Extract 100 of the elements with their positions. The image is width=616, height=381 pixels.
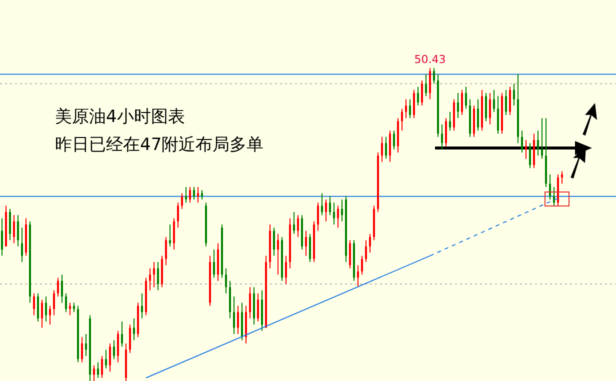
candlestick bbox=[149, 268, 151, 291]
candlestick bbox=[285, 255, 287, 284]
candlestick bbox=[421, 80, 423, 106]
candlestick bbox=[337, 205, 339, 228]
candlestick bbox=[173, 218, 175, 250]
candlestick bbox=[109, 342, 111, 372]
candlestick bbox=[73, 302, 75, 313]
candlestick bbox=[129, 324, 131, 354]
candlestick bbox=[33, 292, 35, 316]
candlestick bbox=[425, 74, 427, 97]
candlestick bbox=[497, 96, 499, 134]
candlestick bbox=[93, 364, 95, 381]
candlestick bbox=[393, 130, 395, 150]
candlestick bbox=[177, 202, 179, 228]
candlestick bbox=[317, 202, 319, 232]
candlestick bbox=[325, 198, 327, 222]
candlestick bbox=[489, 92, 491, 125]
candlestick bbox=[117, 330, 119, 363]
candlestick bbox=[441, 124, 443, 150]
candlestick bbox=[405, 98, 407, 119]
candlestick bbox=[101, 355, 103, 378]
candlestick bbox=[349, 240, 351, 269]
candlestick bbox=[257, 292, 259, 322]
candlestick bbox=[401, 108, 403, 132]
candlestick bbox=[433, 68, 435, 84]
candlestick bbox=[273, 227, 275, 256]
annotation: 美原油4小时图表 bbox=[55, 107, 185, 127]
candlestick bbox=[189, 186, 191, 204]
candlestick bbox=[85, 334, 87, 356]
candlestick bbox=[297, 214, 299, 238]
candlestick bbox=[105, 349, 107, 369]
candlestick bbox=[41, 299, 43, 328]
candlestick bbox=[341, 198, 343, 222]
candlestick bbox=[321, 192, 323, 216]
candlestick bbox=[81, 336, 83, 363]
candlestick bbox=[445, 118, 447, 147]
candlestick bbox=[277, 233, 279, 276]
candlestick bbox=[477, 98, 479, 132]
candlestick bbox=[485, 92, 487, 122]
candlestick bbox=[153, 262, 155, 288]
candlestick bbox=[17, 214, 19, 247]
candlestick bbox=[329, 196, 331, 216]
candlestick bbox=[9, 208, 11, 241]
candlestick bbox=[213, 249, 215, 278]
candlestick bbox=[53, 290, 55, 316]
candlestick bbox=[233, 296, 235, 335]
candlestick bbox=[449, 111, 451, 132]
candlestick bbox=[61, 274, 63, 304]
candlestick bbox=[185, 186, 187, 204]
text: 50.43 bbox=[414, 53, 446, 66]
candlestick bbox=[197, 186, 199, 204]
candlestick bbox=[529, 142, 531, 169]
candlestick bbox=[225, 268, 227, 294]
candlestick bbox=[165, 236, 167, 266]
candlestick bbox=[121, 321, 123, 348]
candlestick bbox=[549, 174, 551, 200]
candlestick bbox=[309, 233, 311, 263]
candlestick bbox=[413, 89, 415, 119]
candlestick bbox=[357, 264, 359, 288]
candlestick bbox=[509, 86, 511, 116]
candlestick bbox=[561, 170, 563, 184]
candlestick bbox=[513, 83, 515, 106]
candlestick bbox=[461, 89, 463, 116]
candlestick bbox=[381, 136, 383, 162]
candlestick bbox=[37, 292, 39, 322]
candlestick bbox=[249, 286, 251, 319]
candlestick bbox=[21, 227, 23, 263]
candlestick bbox=[537, 130, 539, 156]
candlestick bbox=[385, 136, 387, 160]
candlestick bbox=[181, 192, 183, 210]
candlestick bbox=[169, 224, 171, 247]
candlestick bbox=[97, 362, 99, 378]
candlestick bbox=[521, 130, 523, 154]
candlestick bbox=[305, 230, 307, 256]
candlestick bbox=[493, 89, 495, 112]
candlestick bbox=[13, 214, 15, 244]
candlestick bbox=[417, 86, 419, 106]
candlestick bbox=[237, 305, 239, 335]
candlestick bbox=[429, 68, 431, 100]
candlestick bbox=[157, 262, 159, 291]
candlestick bbox=[389, 130, 391, 162]
candlestick bbox=[45, 296, 47, 322]
candlestick bbox=[541, 118, 543, 160]
candlestick bbox=[409, 98, 411, 119]
candlestick bbox=[369, 233, 371, 254]
candlestick bbox=[505, 89, 507, 116]
candlestick bbox=[365, 240, 367, 263]
candlestick bbox=[293, 211, 295, 234]
candlestick bbox=[113, 340, 115, 360]
candlestick bbox=[49, 305, 51, 326]
candlestick bbox=[457, 92, 459, 119]
candlestick bbox=[465, 86, 467, 110]
candlestick bbox=[525, 139, 527, 160]
annotation: 昨日已经在47附近布局多单 bbox=[55, 135, 264, 155]
candlestick bbox=[201, 190, 203, 200]
candlestick bbox=[333, 202, 335, 225]
candlestick bbox=[141, 292, 143, 319]
candlestick bbox=[133, 318, 135, 341]
candlestick bbox=[193, 186, 195, 200]
candlestick bbox=[57, 277, 59, 297]
